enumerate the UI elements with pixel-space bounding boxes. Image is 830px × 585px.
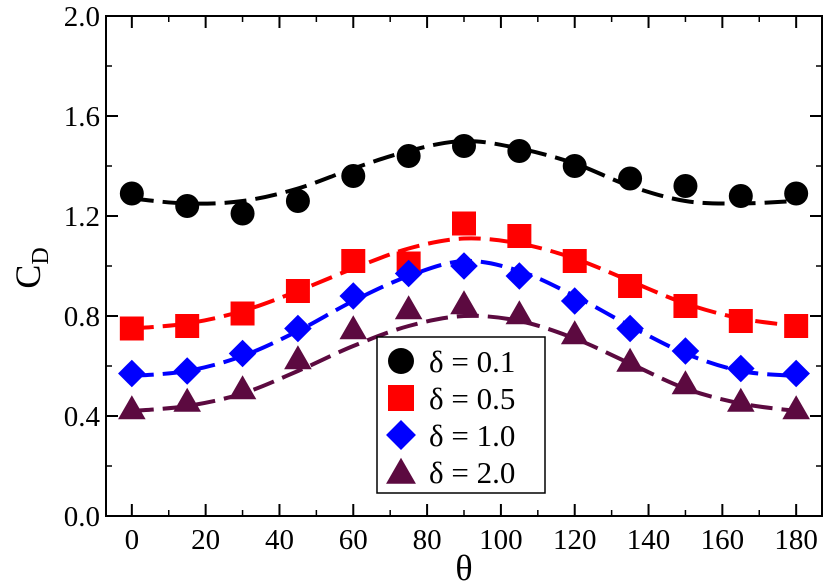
data-point-square (341, 249, 366, 273)
x-tick-label: 140 (627, 524, 671, 556)
data-point-triangle (339, 315, 368, 340)
data-point-square (562, 249, 587, 273)
data-point-circle (618, 166, 643, 191)
data-point-diamond (118, 359, 146, 388)
data-point-triangle (394, 295, 423, 320)
data-point-circle (285, 189, 310, 213)
data-point-diamond (450, 252, 478, 280)
y-tick-label: 1.6 (64, 101, 100, 133)
legend-marker-triangle (386, 457, 416, 484)
legend: δ = 0.1δ = 0.5δ = 1.0δ = 2.0 (376, 336, 546, 494)
y-tick-label: 0.8 (64, 301, 100, 333)
legend-marker-diamond (386, 420, 416, 450)
data-point-square (728, 309, 753, 333)
data-point-diamond (173, 357, 201, 385)
data-point-square (507, 224, 532, 248)
legend-label: δ = 0.5 (429, 381, 515, 416)
legend-marker-circle (388, 348, 414, 374)
y-tick-label: 0.4 (64, 401, 101, 433)
tick-labels: 0 20 40 60 80 100 120 140 160 180 0.0 0.4 0.8 1.2 1.6 2… (64, 1, 818, 556)
plot-frame (105, 15, 823, 517)
data-point-circle (175, 194, 200, 218)
data-point-diamond (782, 359, 810, 388)
data-point-circle (396, 144, 421, 168)
y-axis-label-subscript: D (28, 247, 54, 264)
data-point-square (175, 314, 200, 338)
data-point-diamond (505, 262, 534, 290)
data-markers (118, 134, 810, 420)
data-point-triangle (616, 347, 644, 372)
data-point-circle (119, 181, 144, 206)
data-point-circle (562, 154, 587, 178)
data-point-diamond (339, 282, 368, 310)
data-point-triangle (505, 300, 534, 325)
data-point-triangle (727, 387, 755, 412)
data-point-triangle (228, 375, 257, 400)
data-point-triangle (118, 395, 146, 420)
data-point-triangle (450, 290, 478, 315)
x-tick-label: 80 (413, 524, 442, 556)
data-point-diamond (727, 354, 755, 383)
data-point-triangle (671, 370, 700, 395)
data-point-square (618, 274, 643, 298)
x-tick-label: 20 (191, 524, 220, 556)
data-point-square (673, 294, 698, 318)
x-tick-label: 40 (265, 524, 294, 556)
y-axis-label: CD (8, 247, 54, 288)
x-tick-label: 120 (553, 524, 597, 556)
legend-label: δ = 1.0 (429, 418, 515, 453)
data-point-diamond (394, 259, 423, 288)
data-point-diamond (616, 314, 644, 343)
data-point-square (452, 211, 476, 236)
legend-label: δ = 2.0 (429, 455, 515, 490)
data-point-circle (728, 184, 753, 208)
data-point-circle (341, 164, 366, 188)
data-point-diamond (560, 287, 589, 315)
x-tick-label: 100 (479, 524, 523, 556)
data-point-diamond (671, 337, 700, 365)
legend-label: δ = 0.1 (429, 344, 515, 379)
legend-marker-square (388, 385, 414, 411)
x-tick-label: 0 (125, 524, 140, 556)
x-tick-label: 180 (774, 524, 818, 556)
y-tick-label: 2.0 (64, 1, 100, 33)
y-tick-label: 1.2 (64, 201, 100, 233)
data-point-square (119, 316, 144, 341)
data-point-circle (507, 139, 532, 163)
y-tick-label: 0.0 (64, 501, 100, 533)
data-point-circle (673, 174, 698, 198)
data-point-circle (784, 181, 809, 206)
data-point-triangle (560, 320, 589, 345)
data-point-diamond (228, 339, 257, 368)
data-point-triangle (284, 345, 312, 370)
data-point-square (230, 301, 255, 326)
data-point-triangle (173, 387, 201, 412)
x-tick-label: 60 (339, 524, 368, 556)
data-point-square (285, 279, 310, 303)
x-tick-label: 160 (701, 524, 745, 556)
x-axis-label: θ (455, 548, 472, 585)
data-point-triangle (782, 395, 810, 420)
data-point-circle (452, 134, 476, 158)
data-point-circle (230, 201, 255, 226)
data-point-diamond (284, 314, 312, 343)
data-point-square (784, 314, 809, 338)
y-axis-label-main: C (8, 265, 48, 289)
